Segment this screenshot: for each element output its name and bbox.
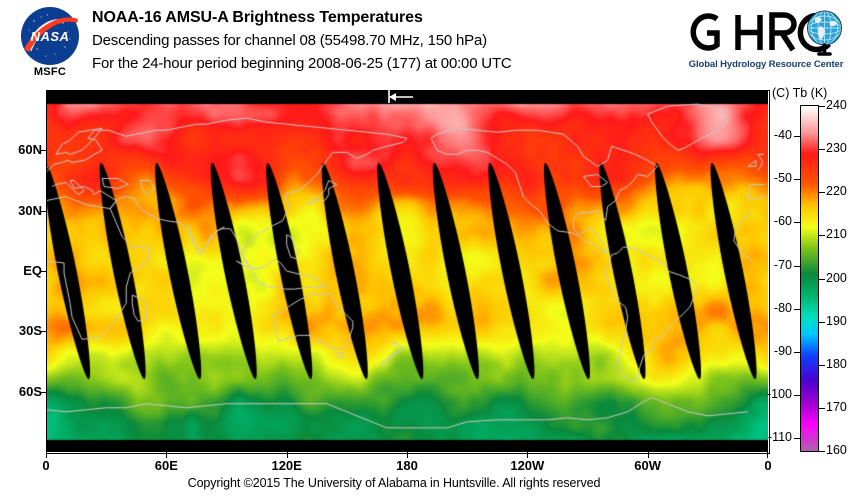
longitude-tick (407, 452, 408, 458)
page-title: NOAA-16 AMSU-A Brightness Temperatures (92, 9, 423, 26)
subtitle-period: For the 24-hour period beginning 2008-06… (92, 55, 512, 72)
longitude-label: 0 (764, 458, 772, 473)
colorbar-tick-kelvin (819, 235, 825, 237)
colorbar-label-celsius: -80 (773, 300, 792, 315)
longitude-tick (767, 452, 768, 458)
colorbar-tick-celsius (794, 351, 800, 353)
colorbar-label-celsius: -100 (766, 386, 792, 401)
colorbar-tick-kelvin (819, 451, 825, 452)
colorbar-label-kelvin: 240 (826, 98, 847, 112)
colorbar-label-kelvin: 190 (826, 313, 847, 328)
ghrc-logo: Global Hydrology Resource Center (686, 4, 846, 78)
latitude-label: 60S (18, 383, 42, 399)
descending-node-arrow-icon (388, 90, 413, 103)
longitude-tick (527, 452, 529, 458)
colorbar-label-celsius: -90 (773, 343, 792, 358)
latitude-tick (40, 271, 46, 272)
colorbar-tick-celsius (794, 394, 800, 396)
colorbar-tick-kelvin (819, 407, 825, 409)
colorbar-label-celsius: -60 (773, 214, 792, 229)
msfc-label: MSFC (33, 66, 67, 78)
nasa-meatball-icon: NASA (21, 7, 79, 65)
latitude-label: 30S (18, 323, 42, 339)
longitude-label: 0 (42, 458, 50, 473)
map-plot-area[interactable] (46, 90, 768, 452)
longitude-label: 120W (510, 458, 545, 473)
longitude-tick (46, 452, 47, 458)
latitude-tick (40, 210, 46, 212)
colorbar-label-kelvin: 220 (826, 184, 847, 199)
title-block: NOAA-16 AMSU-A Brightness Temperatures D… (92, 7, 672, 75)
colorbar-tick-kelvin (819, 192, 825, 194)
colorbar-label-celsius: -70 (773, 257, 792, 272)
colorbar-label-kelvin: 230 (826, 141, 847, 156)
copyright-notice: Copyright ©2015 The University of Alabam… (187, 476, 601, 490)
colorbar-tick-celsius (794, 136, 800, 138)
colorbar-label-kelvin: 200 (826, 270, 847, 285)
colorbar-label-celsius: -110 (767, 430, 792, 445)
colorbar-tick-celsius (794, 179, 800, 181)
longitude-tick (647, 452, 649, 458)
colorbar-label-kelvin: 160 (826, 443, 847, 457)
latitude-tick (40, 150, 46, 152)
longitude-label: 60E (154, 458, 178, 473)
colorbar-tick-celsius (794, 265, 800, 267)
nasa-logo: NASA MSFC (14, 4, 86, 84)
colorbar-gradient (801, 106, 818, 451)
colorbar-tick-kelvin (819, 278, 825, 280)
ghrc-wordmark-icon (690, 10, 842, 56)
colorbar-label-celsius: -50 (773, 171, 792, 186)
longitude-label: 180 (396, 458, 418, 473)
longitude-label: 120E (271, 458, 302, 473)
longitude-label: 60W (634, 458, 662, 473)
colorbar-tick-celsius (794, 438, 800, 440)
colorbar-tick-kelvin (819, 106, 825, 107)
colorbar-tick-kelvin (819, 321, 825, 323)
colorbar-tick-celsius (794, 308, 800, 310)
colorbar-label-kelvin: 180 (826, 356, 847, 371)
colorbar (800, 105, 819, 452)
latitude-label: EQ (23, 263, 42, 278)
ghrc-tagline: Global Hydrology Resource Center (688, 59, 844, 70)
colorbar-tick-kelvin (819, 149, 825, 151)
subtitle-channel: Descending passes for channel 08 (55498.… (92, 32, 487, 49)
colorbar-label-kelvin: 210 (826, 227, 847, 242)
latitude-tick (40, 331, 46, 333)
svg-text:NASA: NASA (31, 29, 70, 44)
header-bar: NASA MSFC NOAA-16 AMSU-A Brightness Temp… (0, 0, 854, 88)
longitude-tick (286, 452, 288, 458)
latitude-label: 60N (18, 142, 42, 158)
colorbar-tick-celsius (794, 222, 800, 224)
colorbar-tick-kelvin (819, 364, 825, 366)
colorbar-label-celsius: -40 (773, 128, 792, 143)
latitude-tick (40, 391, 46, 393)
colorbar-header: (C) Tb (K) (772, 86, 828, 100)
latitude-label: 30N (18, 202, 42, 218)
longitude-tick (166, 452, 168, 458)
colorbar-label-kelvin: 170 (826, 399, 847, 414)
brightness-temperature-map (46, 90, 768, 452)
